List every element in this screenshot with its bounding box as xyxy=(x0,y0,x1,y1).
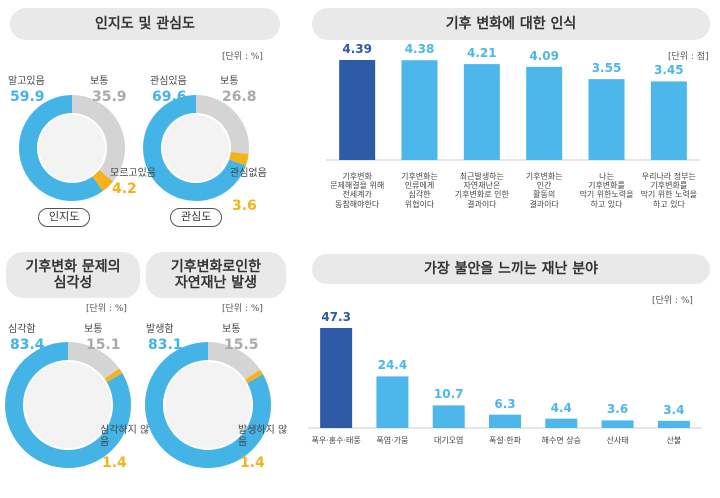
data-label: 1.4 xyxy=(240,455,265,471)
x-tick-label: 해수면 상승 xyxy=(541,436,581,445)
unit-label: [단위 : 점] xyxy=(668,52,709,62)
unit-label: [단위 : %] xyxy=(222,52,263,62)
x-tick-label: 기후변화 문제해결을 위해 전세계가 동참해야한다 xyxy=(330,172,385,209)
donut-segment xyxy=(19,95,103,201)
data-label: 3.55 xyxy=(591,61,622,76)
legend-label: 모르고있음 xyxy=(110,168,156,179)
unit-label: [단위 : %] xyxy=(652,296,693,306)
x-tick-label: 산사태 xyxy=(606,436,629,445)
x-tick-label: 기후변화는 인간 활동의 결과이다 xyxy=(525,172,563,209)
data-label: 10.7 xyxy=(433,387,464,402)
legend-label: 보통 xyxy=(84,324,103,335)
donut-segment xyxy=(245,369,264,384)
legend-label: 보통 xyxy=(90,76,109,87)
x-tick-label: 폭염·가뭄 xyxy=(376,436,409,445)
bar xyxy=(657,420,690,428)
x-tick-label: 우리나라 정부는 기후변화를 막기 위한 노력을 하고 있다 xyxy=(640,172,698,209)
bar xyxy=(545,418,578,428)
x-tick-label: 폭설·한파 xyxy=(488,436,521,445)
data-label: 15.5 xyxy=(224,337,259,353)
bar xyxy=(526,66,563,160)
data-label: 3.45 xyxy=(654,63,684,78)
donut-center xyxy=(39,115,105,181)
donut-center xyxy=(25,362,111,448)
data-label: 4.4 xyxy=(550,400,572,415)
donut-segment xyxy=(143,95,246,201)
panel-title: 기후 변화에 대한 인식 xyxy=(312,8,710,40)
bar xyxy=(489,414,521,428)
data-label: 83.1 xyxy=(148,337,183,353)
data-label: 3.4 xyxy=(663,402,685,417)
data-label: 4.09 xyxy=(529,48,559,63)
x-tick-label: 나는 기후변화를 막기 위한노력을 하고 있다 xyxy=(579,172,634,209)
legend-label: 보통 xyxy=(220,76,239,87)
legend-label: 심각하지 않음 xyxy=(100,425,150,448)
data-label: 3.6 xyxy=(232,198,257,214)
legend-label: 심각함 xyxy=(8,324,36,335)
pie-name: 관심도 xyxy=(170,208,223,227)
legend-label: 알고있음 xyxy=(8,76,45,87)
bar xyxy=(650,81,687,160)
legend-label: 보통 xyxy=(222,324,241,335)
donut-segment xyxy=(92,169,114,192)
donut-center xyxy=(163,115,229,181)
panel-title: 인지도 및 관심도 xyxy=(10,8,280,40)
data-label: 1.4 xyxy=(102,455,127,471)
data-label: 15.1 xyxy=(86,337,121,353)
data-label: 83.4 xyxy=(10,337,45,353)
data-label: 6.3 xyxy=(494,396,516,411)
bar xyxy=(401,60,438,160)
x-tick-label: 최근발생하는 자연재난은 기후변화로 인한 결과이다 xyxy=(454,172,509,209)
donut-segment xyxy=(228,151,249,166)
bar xyxy=(339,60,376,160)
panel-title: 가장 불안을 느끼는 재난 분야 xyxy=(312,254,710,284)
data-label: 47.3 xyxy=(321,310,351,324)
x-tick-label: 기후변화는 인류에게 심각한 위협이다 xyxy=(401,172,438,209)
donut-segment xyxy=(5,342,131,468)
bar xyxy=(376,376,409,428)
donut-segment xyxy=(145,342,271,468)
data-label: 26.8 xyxy=(222,89,257,105)
bar xyxy=(320,328,353,428)
x-tick-label: 폭우·홍수·태풍 xyxy=(311,436,361,445)
x-tick-label: 대기오염 xyxy=(433,436,464,445)
pie-name: 인지도 xyxy=(38,208,91,227)
donut-segment xyxy=(104,368,123,383)
data-label: 4.39 xyxy=(342,42,372,56)
unit-label: [단위 : %] xyxy=(86,304,127,314)
donut-segment xyxy=(67,342,120,380)
panel-title: 기후변화 문제의 심각성 xyxy=(6,252,140,298)
bar xyxy=(432,405,465,428)
data-label: 69.6 xyxy=(152,89,187,105)
data-label: 4.21 xyxy=(467,46,497,61)
data-label: 4.2 xyxy=(112,181,137,197)
unit-label: [단위 : %] xyxy=(222,304,263,314)
data-label: 59.9 xyxy=(10,89,45,105)
legend-label: 발생하지 않음 xyxy=(238,425,288,448)
donut-segment xyxy=(195,95,249,154)
x-tick-label: 산불 xyxy=(666,436,682,445)
panel-title: 기후변화로인한 자연재난 발생 xyxy=(146,252,286,298)
data-label: 3.6 xyxy=(606,402,629,417)
bar xyxy=(588,79,625,160)
donut-segment xyxy=(71,95,125,182)
data-label: 24.4 xyxy=(377,358,408,373)
data-label: 4.38 xyxy=(404,42,435,57)
legend-label: 관심있음 xyxy=(150,76,187,87)
legend-label: 관심없음 xyxy=(230,168,267,179)
donut-center xyxy=(165,362,251,448)
bar xyxy=(463,64,500,160)
data-label: 35.9 xyxy=(92,89,127,105)
bar xyxy=(601,420,634,428)
legend-label: 발생함 xyxy=(146,324,174,335)
donut-segment xyxy=(207,342,261,381)
